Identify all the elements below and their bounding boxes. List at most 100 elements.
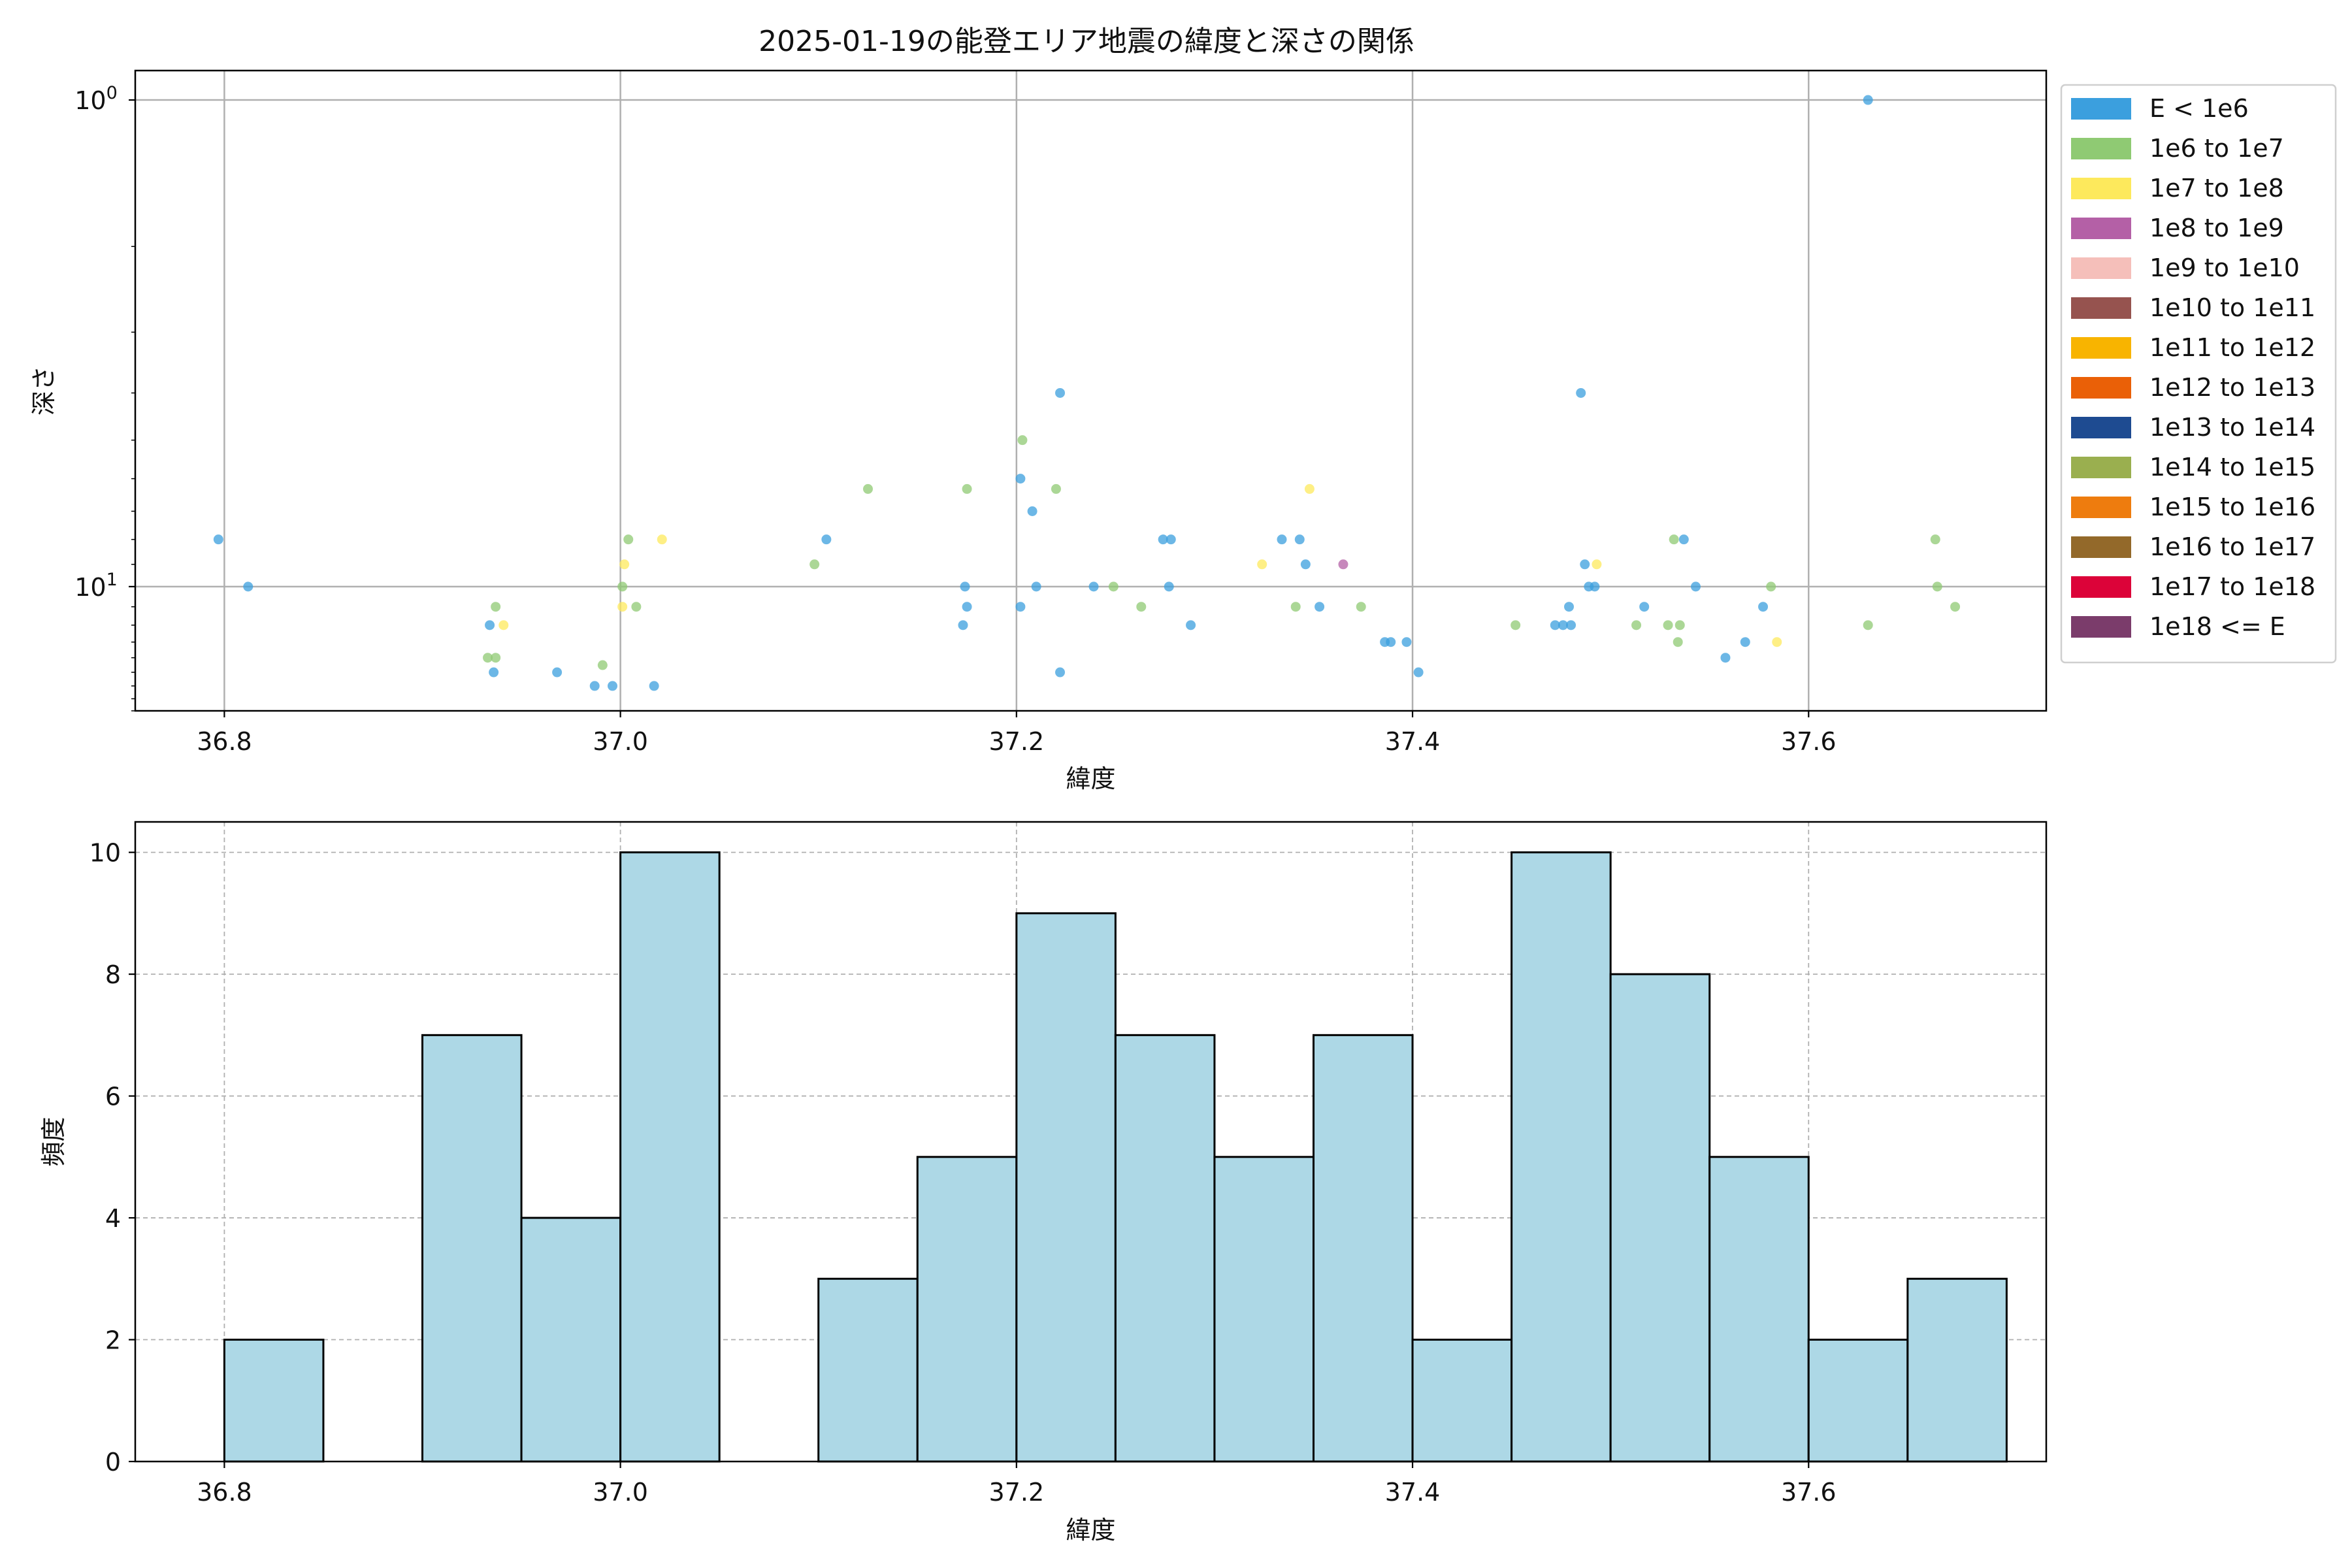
scatter-point (619, 559, 630, 570)
histogram-bar (1609, 973, 1711, 1463)
histogram-bar (817, 1277, 919, 1463)
scatter-point (623, 534, 634, 545)
histogram-y-tick-label: 10 (90, 839, 121, 868)
scatter-point (1930, 534, 1940, 545)
scatter-point (498, 620, 509, 630)
scatter-point (1300, 559, 1311, 570)
legend-label: 1e14 to 1e15 (2149, 453, 2315, 482)
scatter-point (1663, 620, 1673, 630)
histogram-bar (1114, 1034, 1216, 1463)
scatter-point (552, 667, 563, 678)
scatter-point (1720, 653, 1731, 663)
histogram-x-tick-label: 37.2 (989, 1478, 1045, 1507)
histogram-bar (1411, 1339, 1513, 1463)
scatter-point (1576, 387, 1586, 398)
legend-swatch (2071, 98, 2131, 120)
scatter-point (1386, 637, 1396, 647)
scatter-point (589, 681, 600, 691)
scatter-point (1290, 602, 1301, 612)
scatter-point (483, 653, 493, 663)
scatter-point (1690, 581, 1701, 592)
scatter-point (1257, 559, 1267, 570)
histogram-y-tick-label: 8 (105, 960, 121, 989)
scatter-point (1055, 667, 1066, 678)
scatter-point (809, 559, 820, 570)
scatter-point (631, 602, 642, 612)
histogram-bar (619, 851, 721, 1463)
scatter-y-tick-label: 100 (74, 83, 118, 115)
legend-swatch (2071, 138, 2131, 159)
legend-swatch (2071, 297, 2131, 319)
legend-swatch (2071, 417, 2131, 438)
legend-label: 1e8 to 1e9 (2149, 214, 2284, 242)
scatter-point (597, 660, 608, 670)
legend-label: 1e12 to 1e13 (2149, 373, 2315, 402)
scatter-point (1315, 602, 1325, 612)
scatter-point (1136, 602, 1147, 612)
scatter-point (1566, 620, 1576, 630)
scatter-point (1669, 534, 1679, 545)
scatter-point (243, 581, 253, 592)
scatter-point (1413, 667, 1424, 678)
histogram-bar (1906, 1277, 2008, 1463)
legend: E < 1e6 1e6 to 1e7 1e7 to 1e8 1e8 to 1e9 1e9… (2060, 84, 2337, 664)
legend-swatch (2071, 218, 2131, 239)
scatter-point (1511, 620, 1521, 630)
histogram-y-tick-label: 6 (105, 1083, 121, 1111)
scatter-point (1164, 581, 1174, 592)
scatter-point (821, 534, 832, 545)
scatter-point (485, 620, 495, 630)
scatter-point (1592, 559, 1602, 570)
legend-swatch (2071, 497, 2131, 518)
scatter-point (1356, 602, 1366, 612)
legend-swatch (2071, 337, 2131, 359)
scatter-point (1674, 620, 1685, 630)
legend-label: 1e11 to 1e12 (2149, 333, 2315, 362)
histogram-y-tick-label: 0 (105, 1448, 121, 1477)
scatter-point (213, 534, 223, 545)
histogram-bar (223, 1339, 325, 1463)
scatter-point (1631, 620, 1642, 630)
histogram-axes: 36.8 37.0 37.2 37.4 37.6 0 2 4 6 8 10 緯度 頻度 (39, 821, 2048, 1544)
histogram-bar (520, 1217, 622, 1463)
legend-swatch (2071, 576, 2131, 598)
scatter-ticks: 36.8 37.0 37.2 37.4 37.6 100 101 (74, 83, 1836, 756)
scatter-point (1166, 534, 1176, 545)
scatter-point (1015, 602, 1026, 612)
chart-title: 2025-01-19の能登エリア地震の緯度と深さの関係 (759, 25, 1414, 58)
scatter-point (1580, 559, 1590, 570)
scatter-point (1277, 534, 1287, 545)
histogram-bar (1511, 851, 1612, 1463)
histogram-bar (1312, 1034, 1414, 1463)
scatter-point (617, 602, 628, 612)
legend-label: 1e18 <= E (2149, 612, 2285, 641)
scatter-point (1863, 620, 1873, 630)
scatter-y-axis-label: 深さ (29, 366, 58, 416)
histogram-x-tick-label: 37.4 (1385, 1478, 1441, 1507)
scatter-point (1590, 581, 1600, 592)
scatter-point (1017, 435, 1028, 446)
histogram-y-tick-label: 4 (105, 1204, 121, 1233)
scatter-point (1550, 620, 1560, 630)
legend-label: 1e6 to 1e7 (2149, 134, 2284, 163)
legend-label: 1e16 to 1e17 (2149, 532, 2315, 561)
scatter-point (1564, 602, 1575, 612)
scatter-point (863, 483, 874, 494)
legend-label: E < 1e6 (2149, 94, 2249, 123)
histogram-x-tick-label: 37.0 (593, 1478, 648, 1507)
scatter-points (213, 95, 1961, 691)
legend-label: 1e17 to 1e18 (2149, 572, 2315, 601)
histogram-x-axis-label: 緯度 (1066, 1516, 1115, 1544)
legend-swatch (2071, 457, 2131, 478)
scatter-point (1558, 620, 1568, 630)
scatter-point (1863, 95, 1873, 105)
scatter-point (1051, 483, 1061, 494)
histogram-bar (1807, 1339, 1909, 1463)
histogram-bar (1213, 1156, 1315, 1463)
legend-label: 1e10 to 1e11 (2149, 293, 2315, 322)
legend-swatch (2071, 377, 2131, 399)
histogram-bar (916, 1156, 1018, 1463)
scatter-x-axis-label: 緯度 (1066, 764, 1115, 793)
scatter-point (1950, 602, 1961, 612)
